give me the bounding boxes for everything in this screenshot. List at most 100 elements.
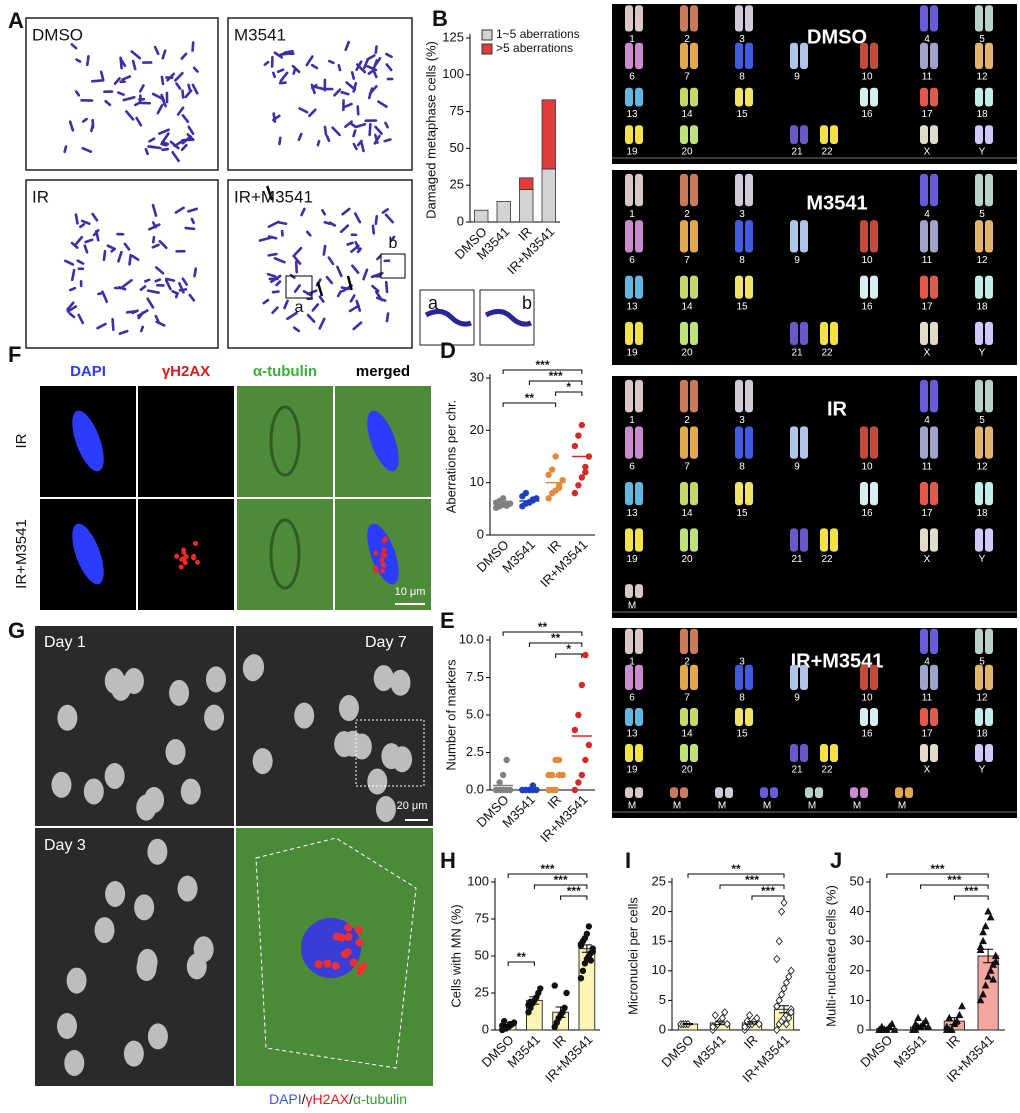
data-point: [582, 463, 589, 471]
chromosome: [625, 584, 633, 598]
chromosome-label: 16: [861, 301, 873, 312]
chromosome-label: 14: [681, 508, 693, 519]
chromosome: [286, 311, 298, 321]
chromosome: [860, 42, 868, 69]
data-point: [551, 982, 558, 989]
chromosome: [389, 235, 396, 243]
chromosome: [790, 426, 798, 459]
chromosome-label: 17: [921, 508, 933, 519]
significance-label: ***: [964, 884, 978, 898]
significance-bracket: [953, 895, 989, 900]
data-point: [775, 937, 783, 946]
panel-label: F: [8, 342, 21, 367]
chromosome: [300, 207, 306, 217]
data-point: [981, 922, 990, 930]
chromosome: [130, 50, 142, 60]
chromosome: [860, 787, 868, 798]
nucleus: [136, 794, 157, 821]
chromosome: [384, 121, 389, 129]
chromosome: [800, 664, 808, 690]
chromosome: [800, 125, 808, 144]
chromosome: [930, 744, 938, 762]
data-point: [976, 996, 985, 1004]
chromosome: [263, 60, 270, 66]
y-tick-label: 0: [482, 1021, 489, 1036]
chromosome: [690, 125, 698, 144]
chromosome: [118, 285, 127, 291]
chromosome-label: 12: [976, 461, 988, 472]
nucleus: [66, 967, 87, 994]
data-point: [527, 998, 534, 1006]
chromosome-label: 12: [976, 72, 988, 83]
chromosome: [70, 43, 78, 50]
chromosome: [985, 528, 993, 552]
nucleus: [373, 665, 394, 692]
chromosome: [930, 125, 938, 144]
chromosome: [930, 528, 938, 552]
chromosome: [266, 272, 277, 278]
data-point: [979, 936, 987, 945]
chromosome: [735, 426, 743, 459]
panel-label: H: [440, 848, 456, 873]
chromosome: [318, 317, 326, 330]
chromosome: [985, 321, 993, 345]
chromosome: [745, 275, 753, 299]
data-point: [571, 786, 579, 794]
chromosome: [920, 87, 928, 107]
chromosome: [920, 173, 928, 207]
y-tick-label: 0: [457, 213, 464, 228]
nucleus: [165, 739, 186, 766]
nucleus: [367, 768, 388, 795]
chromosome: [181, 114, 190, 123]
chromosome: [271, 306, 279, 315]
chromosome: [745, 708, 753, 726]
panel-label: E: [440, 608, 455, 633]
chromosome: [138, 84, 145, 93]
chromosome: [690, 482, 698, 506]
chromosome: [680, 528, 688, 552]
chromosome-label: 6: [629, 255, 635, 266]
metaphase-image: [25, 179, 219, 349]
y-tick-label: 0: [477, 526, 484, 541]
chromosome: [975, 426, 983, 459]
chromosome: [790, 664, 798, 690]
error-bar: [581, 944, 592, 953]
significance-bracket: [687, 873, 785, 878]
significance-bracket: [528, 642, 583, 647]
chromosome: [373, 57, 382, 67]
y-tick-label: 10.0: [459, 631, 484, 646]
chromosome-label: Y: [979, 348, 986, 359]
chromosome: [151, 203, 158, 217]
chromosome-label: 4: [924, 34, 930, 45]
chromosome: [985, 220, 993, 253]
data-point: [986, 966, 995, 974]
chromosome: [635, 482, 643, 506]
significance-bracket: [502, 631, 583, 636]
chromosome: [344, 40, 351, 52]
nucleus: [64, 1049, 85, 1076]
chromosome: [690, 708, 698, 726]
data-point: [785, 972, 793, 981]
nucleus: [72, 410, 104, 472]
significance-bracket: [502, 402, 557, 407]
data-point: [986, 913, 995, 921]
chromosome: [164, 278, 172, 291]
chromosome-label: 13: [626, 729, 638, 740]
y-tick-label: 2.5: [466, 744, 484, 759]
chromosome: [690, 379, 698, 413]
chromosome: [790, 321, 798, 345]
chromosome: [292, 254, 302, 265]
chromosome: [117, 250, 123, 263]
data-point: [578, 771, 586, 779]
chromosome: [352, 129, 357, 138]
chromosome: [154, 278, 162, 283]
y-tick-label: 10: [470, 474, 484, 489]
chromosome-label: 7: [684, 72, 690, 83]
chromosome-label: 22: [821, 147, 833, 158]
chromosome: [985, 426, 993, 459]
chromosome: [372, 69, 378, 79]
chromosome: [339, 224, 350, 234]
chromosome: [975, 744, 983, 762]
chromosome: [820, 744, 828, 762]
